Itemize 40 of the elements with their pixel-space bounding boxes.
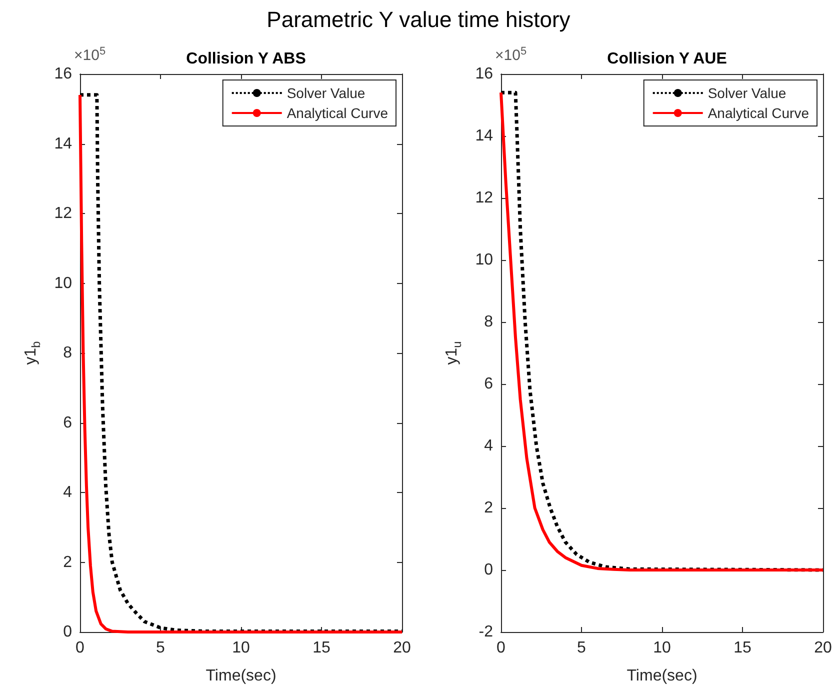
y-tick-label: 8 (484, 314, 494, 330)
x-tick-label: 0 (76, 640, 85, 656)
x-tick-label: 5 (156, 640, 166, 656)
y-tick-label: 10 (54, 274, 72, 292)
x-tick-label: 20 (393, 640, 411, 656)
legend-label: Analytical Curve (286, 105, 388, 121)
x-tick-label: 10 (653, 640, 671, 656)
y-tick-label: -2 (478, 624, 494, 640)
y-tick-label: 16 (475, 66, 494, 82)
y-tick-label: 2 (63, 554, 72, 571)
x-tick-label: 20 (814, 640, 832, 656)
text: Parametric Y value time history (266, 6, 572, 34)
legend-label: Analytical Curve (708, 105, 810, 121)
legend-label: Solver Value (708, 85, 786, 101)
y-tick-label: 6 (63, 414, 72, 432)
y-tick-label: 0 (63, 624, 72, 640)
y-tick-label: 12 (54, 205, 72, 222)
y-tick-label: 10 (475, 252, 494, 268)
y-tick-label: 4 (63, 484, 72, 501)
y-tick-label: 14 (54, 135, 72, 152)
y-tick-label: 2 (484, 500, 494, 516)
y-tick-label: 0 (484, 562, 494, 578)
x-tick-label: 10 (232, 640, 250, 656)
x-tick-label: 0 (496, 640, 506, 656)
chart-title: Collision Y ABS (186, 50, 306, 68)
x-axis-title: Time(sec) (206, 668, 276, 684)
y-tick-label: 12 (475, 190, 494, 206)
y-tick-label: 6 (484, 376, 494, 392)
y-axis-title: y1b (22, 340, 43, 365)
y-tick-label: 14 (475, 128, 494, 144)
x-tick-label: 15 (312, 640, 330, 656)
x-tick-label: 5 (577, 640, 586, 656)
y-tick-label: 8 (63, 344, 72, 362)
y-tick-label: 16 (54, 66, 72, 82)
legend-label: Solver Value (286, 85, 366, 101)
y-axis-title: y1u (444, 341, 464, 365)
chart-title: Collision Y AUE (607, 50, 728, 68)
y-tick-label: 4 (484, 438, 494, 454)
x-tick-label: 15 (734, 640, 752, 656)
x-axis-title: Time(sec) (626, 668, 698, 684)
